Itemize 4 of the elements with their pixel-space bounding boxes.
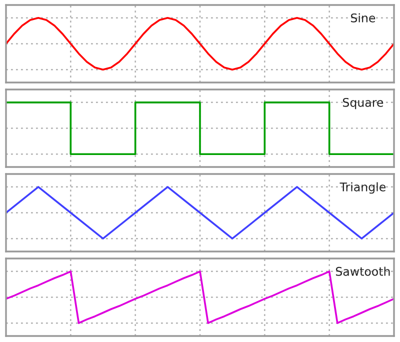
- series-label: Sawtooth: [336, 266, 390, 276]
- text: Sine: [350, 13, 376, 22]
- series-label: Square: [342, 98, 384, 110]
- series-label: Triangle: [340, 182, 386, 194]
